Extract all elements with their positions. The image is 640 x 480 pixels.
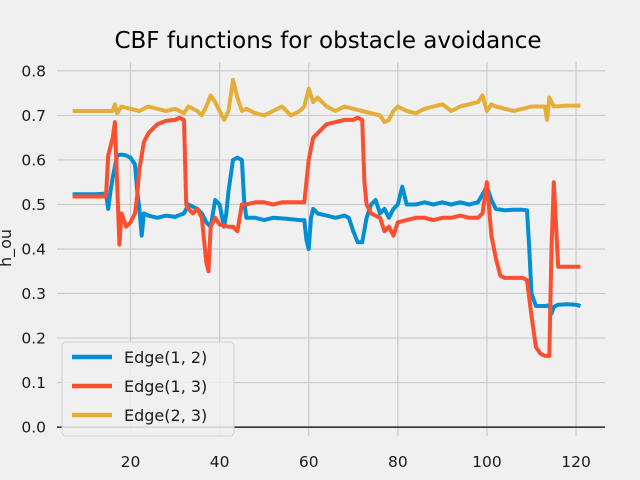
y-tick-label: 0.2 [21, 330, 46, 348]
series-line-2 [72, 115, 581, 358]
y-tick-label: 0.5 [21, 196, 46, 214]
y-tick-label: 0.6 [21, 151, 46, 169]
tick-labels: 20 40 60 80 100 120 0.0 0.1 0.2 0.3 0.4 0.5 0.6 0.7 0.… [21, 62, 590, 471]
legend-box [61, 341, 235, 437]
legend-label: Edge(1, 2) [124, 348, 207, 367]
x-axis-label: time [309, 477, 345, 480]
y-tick-label: 0.4 [21, 241, 46, 259]
y-tick-label: 0.8 [21, 62, 46, 80]
y-tick-label: 0.3 [21, 285, 46, 303]
legend-label: Edge(2, 3) [124, 406, 207, 425]
x-tick-label: 100 [472, 453, 502, 471]
x-tick-label: 120 [561, 453, 591, 471]
x-tick-label: 60 [299, 453, 319, 471]
x-tick-label: 40 [210, 453, 230, 471]
x-tick-label: 80 [388, 453, 408, 471]
y-tick-label: 0.0 [21, 419, 46, 437]
series-line-1 [72, 152, 582, 316]
x-tick-label: 20 [121, 453, 141, 471]
series-line-3 [72, 77, 581, 125]
legend-label: Edge(1, 3) [124, 377, 207, 396]
y-tick-label: 0.7 [21, 107, 46, 125]
y-tick-label: 0.1 [21, 374, 46, 392]
series-lines [72, 77, 582, 358]
legend: Edge(1, 2) Edge(1, 3) Edge(2, 3) [61, 341, 235, 437]
y-axis-label: h_ou [0, 229, 16, 267]
chart-title: CBF functions for obstacle avoidance [114, 28, 541, 54]
